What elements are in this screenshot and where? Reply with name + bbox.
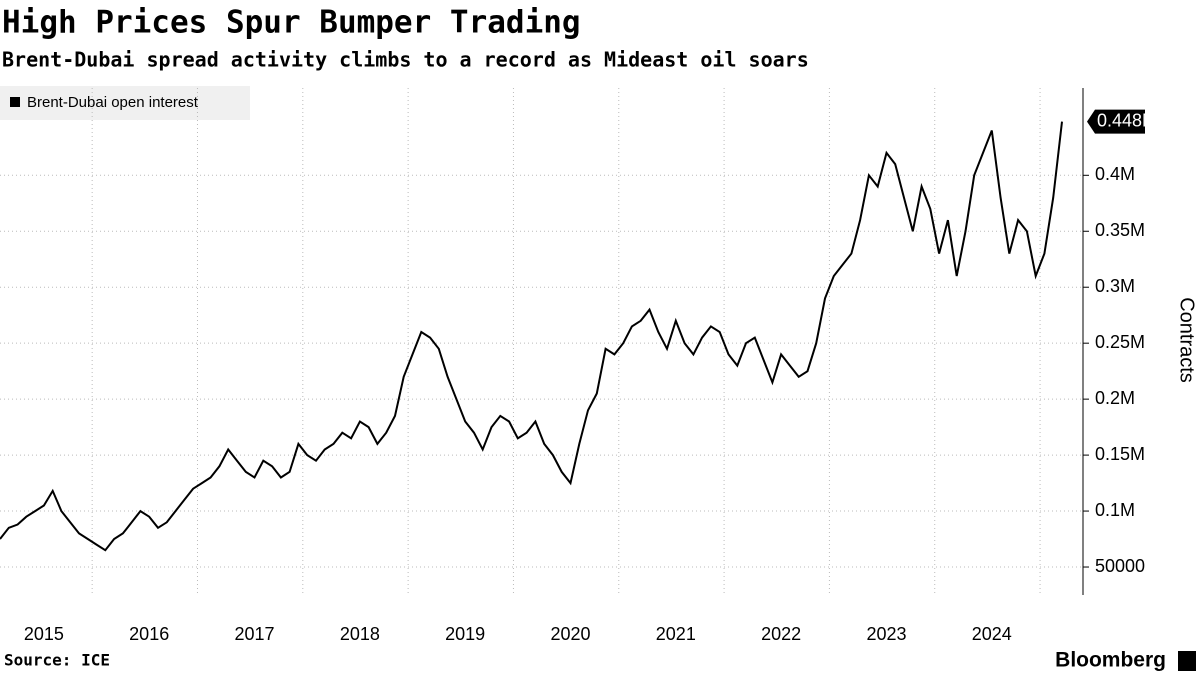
chart-title: High Prices Spur Bumper Trading <box>2 5 581 41</box>
x-tick-label: 2020 <box>550 624 590 644</box>
legend-label: Brent-Dubai open interest <box>27 94 199 111</box>
x-tick-label: 2017 <box>235 624 275 644</box>
legend-box <box>0 86 250 120</box>
x-tick-label: 2021 <box>656 624 696 644</box>
x-tick-label: 2016 <box>129 624 169 644</box>
legend-swatch <box>10 97 20 107</box>
brand: Bloomberg <box>1055 649 1166 672</box>
x-tick-label: 2019 <box>445 624 485 644</box>
y-tick-label: 0.25M <box>1095 332 1145 352</box>
value-label: 0.448M <box>1097 110 1157 130</box>
y-tick-label: 0.15M <box>1095 444 1145 464</box>
y-tick-label: 0.2M <box>1095 388 1135 408</box>
x-tick-label: 2023 <box>866 624 906 644</box>
y-tick-label: 0.35M <box>1095 220 1145 240</box>
x-tick-label: 2018 <box>340 624 380 644</box>
y-axis-label: Contracts <box>1176 297 1198 383</box>
chart-subtitle: Brent-Dubai spread activity climbs to a … <box>2 48 809 72</box>
y-tick-label: 0.4M <box>1095 164 1135 184</box>
brand-icon <box>1178 651 1196 671</box>
x-tick-label: 2015 <box>24 624 64 644</box>
y-tick-label: 0.1M <box>1095 500 1135 520</box>
value-label-box <box>1087 109 1145 134</box>
y-tick-label: 0.3M <box>1095 276 1135 296</box>
line <box>0 121 1063 552</box>
source: Source: ICE <box>4 651 110 670</box>
x-tick-label: 2024 <box>972 624 1012 644</box>
x-tick-label: 2022 <box>761 624 801 644</box>
y-tick-label: 50000 <box>1095 556 1145 576</box>
